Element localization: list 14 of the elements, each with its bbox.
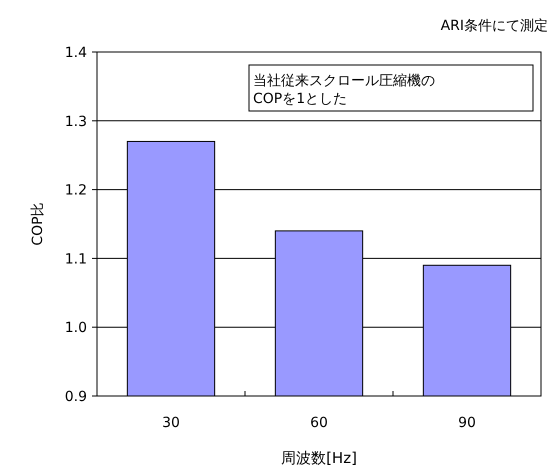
y-tick-label: 1.3 [64, 114, 87, 130]
y-axis-title: COP比 [30, 202, 46, 246]
y-tick-label: 1.2 [64, 182, 87, 199]
y-tick-label: 1.4 [64, 45, 88, 61]
x-axis-title: 周波数[Hz] [281, 449, 357, 467]
y-tick-label: 1.1 [64, 251, 87, 268]
x-tick-label: 30 [162, 415, 180, 431]
chart-title: ARI条件にて測定 [440, 18, 548, 34]
y-tick-label: 0.9 [64, 389, 87, 405]
annotation: 当社従来スクロール圧縮機の COPを1とした [248, 64, 534, 112]
y-tick-label: 1.0 [64, 320, 87, 336]
x-tick-label: 60 [310, 415, 328, 431]
annotation: 当社従来スクロール圧縮機の COPを1とした [253, 73, 435, 107]
x-tick-label: 90 [458, 415, 476, 431]
